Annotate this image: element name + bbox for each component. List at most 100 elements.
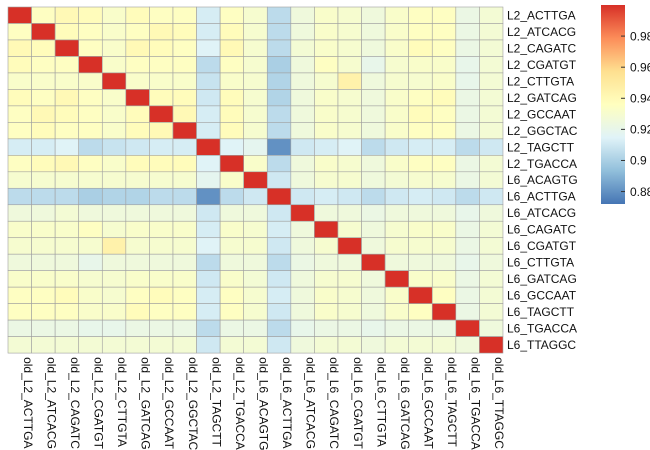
heatmap-cell (78, 122, 103, 140)
heatmap-cell (7, 89, 32, 107)
heatmap-cell (149, 122, 174, 140)
heatmap-cell (314, 155, 339, 173)
heatmap-cell (101, 89, 127, 107)
heatmap-cell (172, 56, 197, 74)
heatmap-cell (31, 187, 56, 206)
heatmap-cell (196, 336, 221, 354)
heatmap-cell (337, 270, 362, 288)
row-label: L2_CTTGTA (507, 74, 574, 88)
heatmap-cell (337, 319, 362, 337)
heatmap-cell (290, 39, 315, 57)
heatmap-cell (337, 220, 362, 239)
heatmap-cell (314, 171, 339, 189)
heatmap-cell (408, 138, 433, 156)
heatmap-cell (266, 72, 292, 90)
heatmap-cell (172, 171, 197, 189)
column-label: old_L2_ATCACG (44, 357, 58, 449)
heatmap-cell (455, 23, 480, 41)
heatmap-cell (314, 56, 339, 74)
heatmap-cell (172, 336, 197, 354)
heatmap-cell (431, 39, 457, 57)
heatmap-cell (196, 303, 221, 321)
heatmap-cell (266, 105, 292, 123)
heatmap-cell (243, 56, 268, 74)
heatmap-cell (243, 286, 268, 304)
heatmap-cell (479, 237, 504, 255)
heatmap-cell (266, 253, 292, 271)
heatmap-cell (125, 220, 150, 239)
heatmap-cell (314, 138, 339, 156)
heatmap-cell (196, 319, 221, 337)
heatmap-cell (54, 319, 80, 337)
heatmap-cell (54, 155, 80, 173)
heatmap-cell (78, 171, 103, 189)
heatmap-cell (149, 253, 174, 271)
heatmap-cell (337, 105, 362, 123)
heatmap-cell (431, 138, 457, 156)
heatmap-cell (290, 319, 315, 337)
heatmap-cell (455, 138, 480, 156)
heatmap-cell (101, 253, 127, 271)
heatmap-cell (337, 237, 362, 255)
heatmap-cell (431, 270, 457, 288)
colorbar-tick-label: 0.94 (630, 91, 650, 105)
heatmap-cell (384, 336, 409, 354)
heatmap-cell (455, 187, 480, 206)
heatmap-cell (78, 39, 103, 57)
column-label: old_L2_CAGATC (68, 357, 82, 449)
heatmap-cell (361, 23, 386, 41)
heatmap-cell (149, 138, 174, 156)
heatmap-cell (196, 138, 221, 156)
heatmap-cell (31, 303, 56, 321)
row-label: L2_CAGATC (507, 41, 576, 55)
heatmap-cell (172, 204, 197, 222)
heatmap-cell (408, 171, 433, 189)
heatmap-cell (125, 6, 150, 24)
column-label: old_L6_CAGATC (327, 357, 341, 449)
heatmap-cell (149, 171, 174, 189)
heatmap-cell (266, 270, 292, 288)
row-label: L2_GATCAG (507, 91, 577, 105)
heatmap-cell (455, 6, 480, 24)
heatmap-cell (431, 253, 457, 271)
heatmap-cell (290, 72, 315, 90)
heatmap-cell (54, 171, 80, 189)
heatmap-cell (243, 39, 268, 57)
heatmap-cell (243, 6, 268, 24)
row-label: L6_GATCAG (507, 272, 577, 286)
heatmap-cell (54, 23, 80, 41)
heatmap-cell (219, 187, 245, 206)
heatmap-cell (290, 155, 315, 173)
heatmap-cell (196, 6, 221, 24)
heatmap-cell (361, 171, 386, 189)
heatmap-cell (455, 253, 480, 271)
heatmap-cell (7, 23, 32, 41)
heatmap-cell (479, 6, 504, 24)
heatmap-cell (149, 336, 174, 354)
heatmap-cell (290, 204, 315, 222)
heatmap-cell (54, 6, 80, 24)
heatmap-cell (337, 89, 362, 107)
heatmap-cell (125, 204, 150, 222)
heatmap-cell (54, 237, 80, 255)
heatmap-cell (431, 105, 457, 123)
row-label: L2_GCCAAT (507, 107, 577, 121)
row-label: L2_TGACCA (507, 157, 577, 171)
heatmap-cell (408, 286, 433, 304)
heatmap-cell (337, 72, 362, 90)
heatmap-cell (408, 253, 433, 271)
heatmap-cell (7, 286, 32, 304)
heatmap-cell (384, 6, 409, 24)
heatmap-cell (196, 187, 221, 206)
heatmap-cell (243, 138, 268, 156)
heatmap-cell (243, 303, 268, 321)
heatmap-cell (125, 286, 150, 304)
heatmap-cell (149, 56, 174, 74)
heatmap-cell (337, 138, 362, 156)
row-label: L2_ATCACG (507, 25, 576, 39)
heatmap-cell (196, 237, 221, 255)
heatmap-cell (243, 204, 268, 222)
heatmap-cell (149, 155, 174, 173)
heatmap-cell (290, 138, 315, 156)
heatmap-cell (172, 138, 197, 156)
